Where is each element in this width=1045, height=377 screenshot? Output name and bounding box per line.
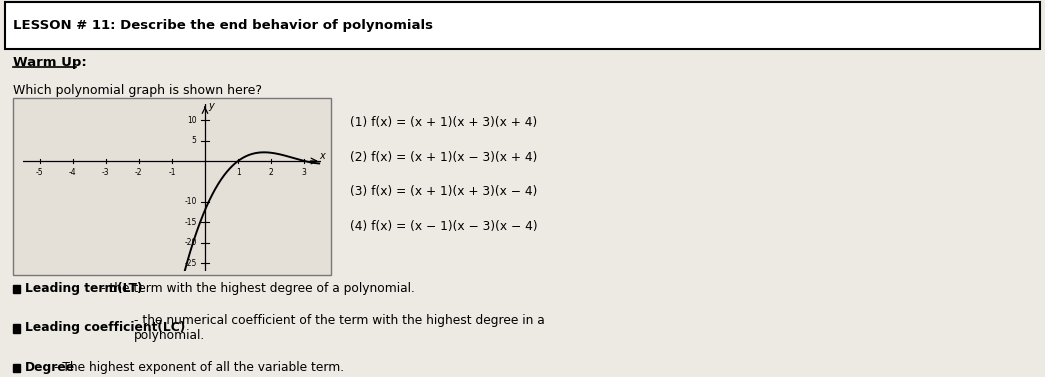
Text: 10: 10 [187,115,196,124]
Bar [13,285,20,293]
Text: 3: 3 [302,168,306,177]
Text: (1) f(x) = (x + 1)(x + 3)(x + 4): (1) f(x) = (x + 1)(x + 3)(x + 4) [350,116,537,129]
Text: -25: -25 [184,259,196,268]
Text: (4) f(x) = (x − 1)(x − 3)(x − 4): (4) f(x) = (x − 1)(x − 3)(x − 4) [350,220,538,233]
Text: Which polynomial graph is shown here?: Which polynomial graph is shown here? [13,84,261,97]
Text: -15: -15 [184,218,196,227]
Text: (3) f(x) = (x + 1)(x + 3)(x − 4): (3) f(x) = (x + 1)(x + 3)(x − 4) [350,185,537,198]
FancyBboxPatch shape [13,98,331,275]
Text: Warm Up:: Warm Up: [13,56,87,69]
Text: - the numerical coefficient of the term with the highest degree in a
polynomial.: - the numerical coefficient of the term … [134,314,544,342]
Text: -3: -3 [102,168,110,177]
Text: -1: -1 [168,168,176,177]
FancyBboxPatch shape [5,2,1040,49]
Bar [13,324,20,333]
Text: -10: -10 [184,198,196,206]
Text: y: y [208,101,214,111]
Text: 5: 5 [192,136,196,145]
Bar [13,364,20,372]
Text: -5: -5 [36,168,43,177]
Text: -20: -20 [184,238,196,247]
Text: -4: -4 [69,168,76,177]
Text: LESSON # 11: Describe the end behavior of polynomials: LESSON # 11: Describe the end behavior o… [13,19,433,32]
Text: - The highest exponent of all the variable term.: - The highest exponent of all the variab… [53,361,344,374]
Text: Leading coefficient(LC): Leading coefficient(LC) [25,322,185,334]
Text: Leading term(LT): Leading term(LT) [25,282,142,295]
Text: x: x [319,151,325,161]
Text: -2: -2 [135,168,142,177]
Text: (2) f(x) = (x + 1)(x − 3)(x + 4): (2) f(x) = (x + 1)(x − 3)(x + 4) [350,151,537,164]
Text: Degree: Degree [25,361,75,374]
Text: 1: 1 [236,168,240,177]
Text: 2: 2 [269,168,274,177]
Text: - the term with the highest degree of a polynomial.: - the term with the highest degree of a … [101,282,415,295]
